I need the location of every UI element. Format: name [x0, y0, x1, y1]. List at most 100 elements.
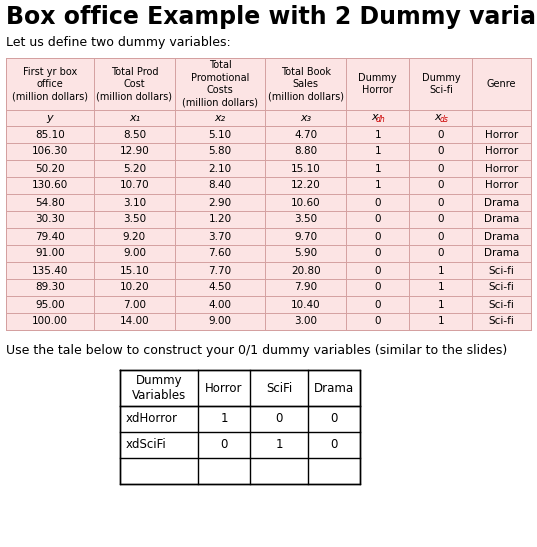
Text: Horror: Horror [205, 381, 243, 394]
Text: 3.50: 3.50 [123, 214, 146, 224]
Text: 0: 0 [438, 214, 444, 224]
Text: 1.20: 1.20 [208, 214, 231, 224]
Text: 0: 0 [330, 412, 338, 426]
Text: 0: 0 [374, 197, 381, 207]
Bar [120, 370, 360, 484]
Text: x₁: x₁ [129, 113, 140, 123]
Text: Drama: Drama [484, 197, 519, 207]
Text: Sci-fi: Sci-fi [489, 282, 514, 293]
Text: dh: dh [376, 115, 386, 125]
Text: 2.10: 2.10 [208, 164, 231, 173]
Text: 1: 1 [374, 181, 381, 190]
Text: Drama: Drama [314, 381, 354, 394]
Text: 2.90: 2.90 [208, 197, 231, 207]
Text: 3.50: 3.50 [294, 214, 317, 224]
Text: 106.30: 106.30 [32, 147, 68, 156]
Text: 8.80: 8.80 [294, 147, 317, 156]
Text: 1: 1 [374, 130, 381, 139]
Text: Drama: Drama [484, 231, 519, 241]
Text: x: x [372, 112, 378, 122]
Text: Horror: Horror [485, 130, 518, 139]
Text: 9.00: 9.00 [123, 248, 146, 259]
Text: 1: 1 [438, 300, 444, 310]
Text: Dummy
Variables: Dummy Variables [132, 374, 186, 402]
Text: 0: 0 [438, 164, 444, 173]
Text: 9.00: 9.00 [208, 317, 231, 327]
Text: 10.70: 10.70 [120, 181, 149, 190]
Text: 3.10: 3.10 [123, 197, 146, 207]
Text: 0: 0 [374, 248, 381, 259]
Text: 1: 1 [374, 147, 381, 156]
Text: 0: 0 [374, 282, 381, 293]
Text: 8.40: 8.40 [208, 181, 231, 190]
Text: 95.00: 95.00 [35, 300, 65, 310]
Text: 5.10: 5.10 [208, 130, 231, 139]
Bar [6, 58, 531, 330]
Text: 5.20: 5.20 [123, 164, 146, 173]
Text: 7.90: 7.90 [294, 282, 317, 293]
Text: 5.80: 5.80 [208, 147, 231, 156]
Text: 0: 0 [374, 300, 381, 310]
Text: 0: 0 [438, 130, 444, 139]
Text: 50.20: 50.20 [35, 164, 65, 173]
Text: 135.40: 135.40 [32, 265, 68, 276]
Text: 0: 0 [374, 231, 381, 241]
Text: Genre: Genre [487, 79, 517, 89]
Text: 0: 0 [438, 181, 444, 190]
Text: Let us define two dummy variables:: Let us define two dummy variables: [6, 36, 231, 49]
Text: 10.40: 10.40 [291, 300, 321, 310]
Text: 79.40: 79.40 [35, 231, 65, 241]
Text: 15.10: 15.10 [291, 164, 321, 173]
Text: 0: 0 [374, 317, 381, 327]
Text: 54.80: 54.80 [35, 197, 65, 207]
Text: 9.20: 9.20 [123, 231, 146, 241]
Text: 7.00: 7.00 [123, 300, 146, 310]
Text: 5.90: 5.90 [294, 248, 317, 259]
Text: Sci-fi: Sci-fi [489, 300, 514, 310]
Text: ds: ds [439, 115, 448, 125]
Text: x₂: x₂ [214, 113, 226, 123]
Text: 9.70: 9.70 [294, 231, 317, 241]
Text: Sci-fi: Sci-fi [489, 317, 514, 327]
Text: 85.10: 85.10 [35, 130, 65, 139]
Text: 4.70: 4.70 [294, 130, 317, 139]
Text: 0: 0 [275, 412, 282, 426]
Text: 1: 1 [374, 164, 381, 173]
Text: Total Book
Sales
(million dollars): Total Book Sales (million dollars) [267, 67, 344, 101]
Text: 30.30: 30.30 [35, 214, 65, 224]
Text: Box office Example with 2 Dummy variables:: Box office Example with 2 Dummy variable… [6, 5, 537, 29]
Text: 4.50: 4.50 [208, 282, 231, 293]
Text: 3.00: 3.00 [294, 317, 317, 327]
Text: 7.60: 7.60 [208, 248, 231, 259]
Text: 1: 1 [438, 265, 444, 276]
Text: 1: 1 [220, 412, 228, 426]
Text: 130.60: 130.60 [32, 181, 68, 190]
Text: Horror: Horror [485, 147, 518, 156]
Text: Dummy
Sci-fi: Dummy Sci-fi [422, 73, 460, 95]
Text: 10.20: 10.20 [120, 282, 149, 293]
Text: xdHorror: xdHorror [126, 412, 178, 426]
Text: 100.00: 100.00 [32, 317, 68, 327]
Text: 12.20: 12.20 [291, 181, 321, 190]
Text: 12.90: 12.90 [120, 147, 149, 156]
Text: SciFi: SciFi [266, 381, 292, 394]
Text: 4.00: 4.00 [208, 300, 231, 310]
Text: First yr box
office
(million dollars): First yr box office (million dollars) [12, 67, 88, 101]
Text: 0: 0 [438, 147, 444, 156]
Text: Total
Promotional
Costs
(million dollars): Total Promotional Costs (million dollars… [182, 60, 258, 108]
Text: 15.10: 15.10 [120, 265, 149, 276]
Text: y: y [47, 113, 53, 123]
Text: Horror: Horror [485, 181, 518, 190]
Text: Dummy
Horror: Dummy Horror [359, 73, 397, 95]
Text: x₃: x₃ [300, 113, 311, 123]
Text: 1: 1 [438, 317, 444, 327]
Text: 8.50: 8.50 [123, 130, 146, 139]
Text: Drama: Drama [484, 248, 519, 259]
Text: 14.00: 14.00 [120, 317, 149, 327]
Text: 0: 0 [438, 231, 444, 241]
Text: 0: 0 [220, 439, 228, 451]
Text: Total Prod
Cost
(million dollars): Total Prod Cost (million dollars) [97, 67, 172, 101]
Text: x: x [434, 112, 441, 122]
Text: 1: 1 [275, 439, 283, 451]
Text: 91.00: 91.00 [35, 248, 65, 259]
